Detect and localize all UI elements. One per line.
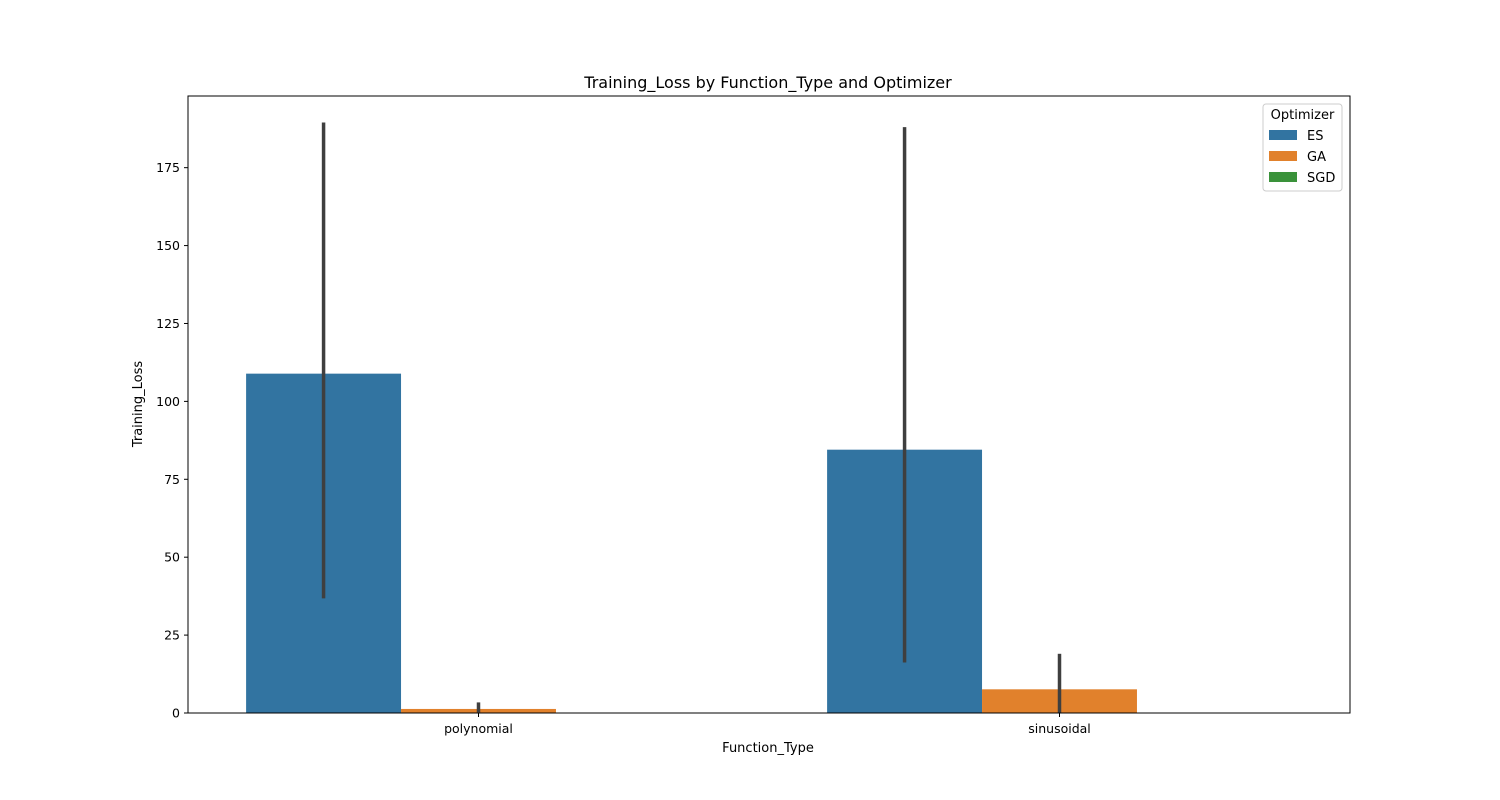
legend-swatch-es xyxy=(1269,130,1297,140)
legend-label-ga: GA xyxy=(1307,150,1326,165)
legend-title: Optimizer xyxy=(1271,108,1335,123)
legend-label-es: ES xyxy=(1307,129,1323,144)
chart-title: Training_Loss by Function_Type and Optim… xyxy=(583,73,952,93)
y-tick-label: 150 xyxy=(156,238,180,253)
plot-frame xyxy=(187,95,1351,714)
legend: Optimizer ES GA SGD xyxy=(1262,103,1343,192)
y-tick-label: 0 xyxy=(172,706,180,721)
y-axis-label: Training_Loss xyxy=(131,361,146,449)
legend-swatch-sgd xyxy=(1269,172,1297,182)
x-tick-label: polynomial xyxy=(444,721,513,736)
x-axis: polynomial sinusoidal xyxy=(444,713,1091,736)
legend-box xyxy=(1262,103,1343,192)
y-tick-label: 50 xyxy=(164,550,180,565)
x-tick-label: sinusoidal xyxy=(1028,721,1091,736)
y-tick-label: 75 xyxy=(164,472,180,487)
plot-area xyxy=(246,122,1137,713)
y-tick-label: 175 xyxy=(156,160,180,175)
y-axis: 0 25 50 75 100 125 150 175 xyxy=(156,160,188,721)
y-tick-label: 125 xyxy=(156,316,180,331)
x-axis-label: Function_Type xyxy=(722,741,814,756)
legend-swatch-ga xyxy=(1269,151,1297,161)
y-tick-label: 25 xyxy=(164,628,180,643)
legend-label-sgd: SGD xyxy=(1307,171,1335,186)
y-tick-label: 100 xyxy=(156,394,180,409)
